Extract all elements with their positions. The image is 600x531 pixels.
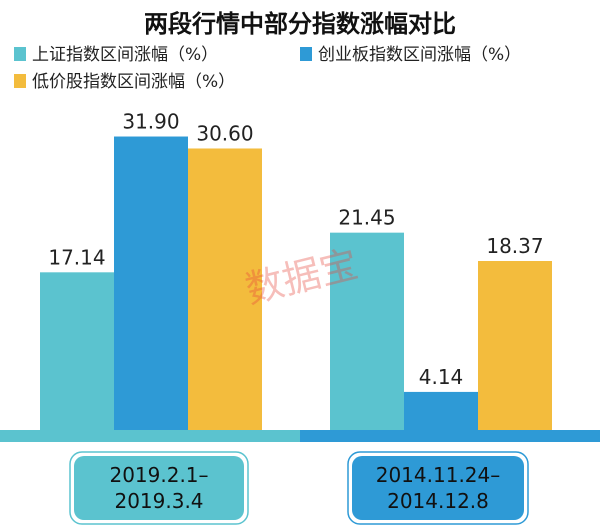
- value-label-1-1: 17.14: [48, 245, 105, 269]
- category-label-1-line-1: 2019.2.1–: [109, 463, 208, 487]
- legend-swatch-1: [14, 47, 26, 61]
- value-label-2-1: 21.45: [338, 206, 395, 230]
- category-box-outline-2: [347, 451, 529, 525]
- value-label-2-3: 18.37: [486, 234, 543, 258]
- chart-title: 两段行情中部分指数涨幅对比: [144, 10, 456, 38]
- legend-swatch-2: [300, 47, 312, 61]
- category-box-1: [74, 456, 244, 520]
- legend-label-1: 上证指数区间涨幅（%）: [32, 45, 218, 65]
- baseline-left: [0, 430, 300, 442]
- category-box-outline-1: [69, 451, 249, 525]
- value-labels: 17.14 31.90 30.60 21.45 4.14 18.37: [48, 110, 543, 389]
- bar-1-3: [188, 148, 262, 431]
- bar-2-1: [330, 232, 404, 430]
- bar-2-2: [404, 391, 478, 430]
- baseline: [0, 430, 600, 442]
- value-label-1-3: 30.60: [196, 121, 253, 145]
- category-label-2-line-1: 2014.11.24–: [376, 463, 501, 487]
- bar-1-1: [40, 272, 114, 430]
- value-label-1-2: 31.90: [122, 110, 179, 134]
- category-box-2: [352, 456, 524, 520]
- bar-2-3: [478, 260, 552, 430]
- bars: [40, 136, 552, 431]
- legend-label-2: 创业板指数区间涨幅（%）: [318, 45, 521, 65]
- baseline-right: [300, 430, 600, 442]
- legend-swatch-3: [14, 74, 26, 88]
- category-label-1-line-2: 2019.3.4: [114, 489, 203, 513]
- legend: 上证指数区间涨幅（%） 创业板指数区间涨幅（%） 低价股指数区间涨幅（%）: [14, 45, 521, 92]
- group-labels: 2019.2.1–2019.3.4 2014.11.24–2014.12.8: [69, 451, 529, 525]
- value-label-2-2: 4.14: [419, 365, 464, 389]
- legend-label-3: 低价股指数区间涨幅（%）: [32, 72, 235, 92]
- bar-1-2: [114, 136, 188, 430]
- category-label-2-line-2: 2014.12.8: [387, 489, 489, 513]
